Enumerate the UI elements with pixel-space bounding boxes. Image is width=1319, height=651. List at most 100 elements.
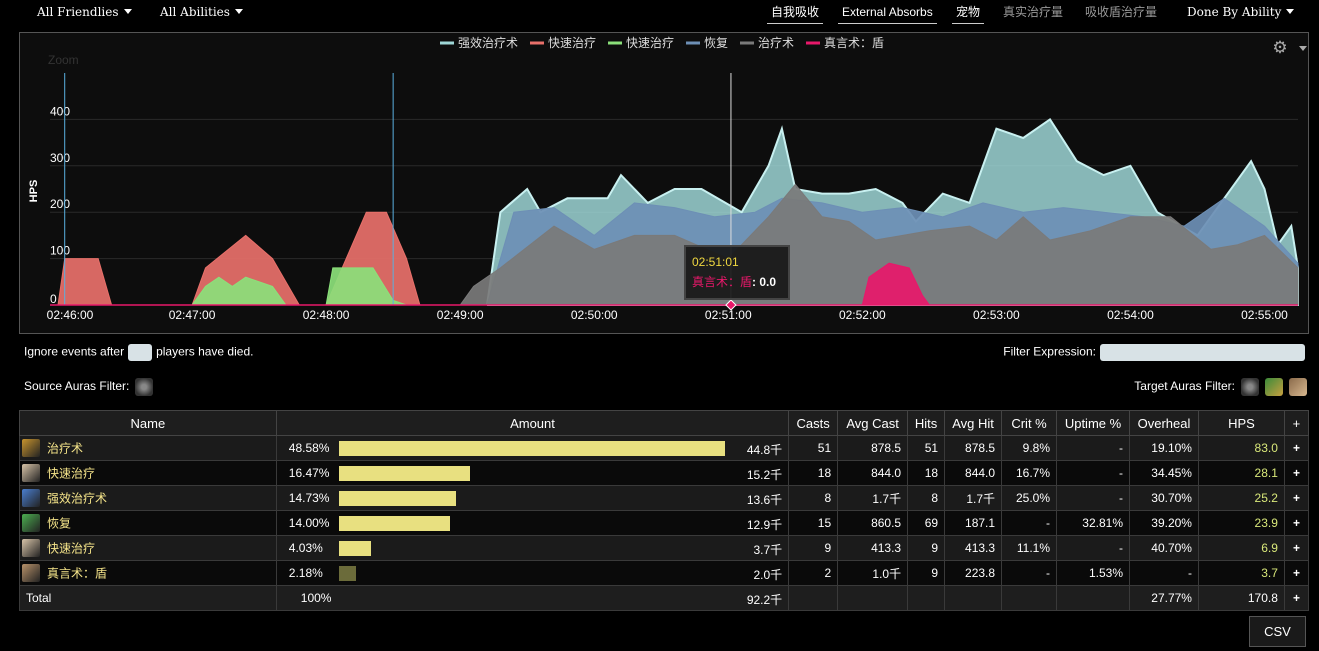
amount-percent: 14.73%	[288, 491, 330, 505]
empty-cell	[837, 585, 909, 611]
total-amount-cell: 100% 92.2千	[275, 585, 790, 611]
expand-row-button[interactable]: +	[1283, 535, 1310, 561]
gear-icon[interactable]: ⚙	[1272, 38, 1288, 57]
amount-cell: 14.73% 13.6千	[275, 485, 790, 511]
legend-item[interactable]: 恢复	[686, 36, 728, 50]
expand-row-button[interactable]: +	[1283, 485, 1310, 511]
expand-row-button[interactable]: +	[1283, 560, 1310, 586]
hps-cell: 25.2	[1197, 485, 1285, 511]
expand-row-button[interactable]: +	[1283, 460, 1310, 486]
top-bar: All Friendlies All Abilities 自我吸收 Extern…	[0, 0, 1319, 28]
table-row[interactable]: 快速治疗 4.03% 3.7千 9 413.3 9 413.3 11.1% -40.70% 6.9…	[19, 535, 1310, 561]
legend-item[interactable]: 快速治疗	[608, 36, 674, 50]
expand-row-button[interactable]: +	[1283, 510, 1310, 536]
tab-pets[interactable]: 宠物	[952, 4, 985, 24]
friendlies-dropdown[interactable]: All Friendlies	[37, 5, 132, 19]
ability-name[interactable]: 治疗术	[47, 441, 84, 456]
col-crit[interactable]: Crit %	[1001, 410, 1058, 436]
chevron-down-icon	[234, 9, 243, 14]
ability-name-cell[interactable]: 快速治疗	[19, 460, 277, 486]
aura-filter-icon[interactable]	[135, 378, 154, 396]
table-row[interactable]: 治疗术 48.58% 44.8千 51 878.5 51 878.5 9.8% -19.10% 8…	[19, 435, 1310, 461]
legend-label: 真言术：盾	[824, 36, 884, 50]
aura-filter-icon[interactable]	[1241, 378, 1259, 396]
abilities-dropdown[interactable]: All Abilities	[160, 5, 243, 19]
col-overheal[interactable]: Overheal	[1129, 410, 1199, 436]
ability-name[interactable]: 快速治疗	[47, 541, 96, 556]
source-auras-label: Source Auras Filter:	[24, 379, 130, 394]
source-auras-filter: Source Auras Filter:	[24, 378, 154, 396]
filter-expression: Filter Expression:	[1003, 344, 1305, 361]
avg-cast-cell: 1.0千	[837, 560, 909, 586]
done-by-dropdown[interactable]: Done By Ability	[1187, 5, 1295, 19]
chevron-down-icon[interactable]	[1299, 46, 1307, 51]
x-tick-label: 02:50:00	[571, 308, 618, 322]
death-count-input[interactable]	[128, 344, 153, 361]
filter-expression-input[interactable]	[1100, 344, 1305, 361]
table-row[interactable]: 强效治疗术 14.73% 13.6千 8 1.7千 8 1.7千 25.0% -30.70% 25…	[19, 485, 1310, 511]
avg-hit-cell: 1.7千	[944, 485, 1003, 511]
ability-name-cell[interactable]: 快速治疗	[19, 535, 277, 561]
tab-self-absorbs[interactable]: 自我吸收	[767, 4, 824, 24]
amount-cell: 4.03% 3.7千	[275, 535, 790, 561]
avg-cast-cell: 844.0	[837, 460, 909, 486]
chart-legend: 强效治疗术 快速治疗 快速治疗 恢复 治疗术 真言术：盾	[440, 35, 884, 50]
table-row[interactable]: 快速治疗 16.47% 15.2千 18 844.0 18 844.0 16.7% -34.45…	[19, 460, 1310, 486]
avg-hit-cell: 878.5	[944, 435, 1003, 461]
ability-name[interactable]: 真言术：盾	[47, 566, 108, 581]
hover-point[interactable]	[725, 299, 737, 311]
tab-true-healing[interactable]: 真实治疗量	[1003, 5, 1064, 19]
col-casts[interactable]: Casts	[788, 410, 839, 436]
col-avg-hit[interactable]: Avg Hit	[944, 410, 1003, 436]
col-expand[interactable]: +	[1283, 410, 1310, 436]
series-area	[459, 183, 1299, 306]
ignore-events-suffix: players have died.	[156, 344, 254, 359]
legend-item[interactable]: 治疗术	[740, 36, 794, 50]
crit-cell: 25.0%	[1001, 485, 1058, 511]
ability-name-cell[interactable]: 恢复	[19, 510, 277, 536]
legend-item[interactable]: 快速治疗	[530, 36, 596, 50]
total-amount: 92.2千	[746, 593, 783, 607]
avg-hit-cell: 413.3	[944, 535, 1003, 561]
empty-cell	[1001, 585, 1058, 611]
hps-chart[interactable]: 强效治疗术 快速治疗 快速治疗 恢复 治疗术 真言术：盾 Zoom 0 100 200 300 4…	[19, 32, 1309, 334]
ability-name-cell[interactable]: 治疗术	[19, 435, 277, 461]
uptime-cell: 1.53%	[1056, 560, 1130, 586]
ability-name[interactable]: 强效治疗术	[47, 491, 108, 506]
legend-item[interactable]: 真言术：盾	[806, 36, 884, 50]
overheal-cell: 19.10%	[1129, 435, 1199, 461]
ability-name[interactable]: 快速治疗	[47, 466, 96, 481]
chart-canvas[interactable]: 强效治疗术 快速治疗 快速治疗 恢复 治疗术 真言术：盾 Zoom 01002003004…	[20, 33, 1310, 335]
ability-name-cell[interactable]: 真言术：盾	[19, 560, 277, 586]
amount-percent: 2.18%	[288, 566, 323, 580]
col-hits[interactable]: Hits	[907, 410, 946, 436]
table-header: Name Amount Casts Avg Cast Hits Avg Hit …	[19, 410, 1310, 436]
ability-name-cell[interactable]: 强效治疗术	[19, 485, 277, 511]
tab-absorb-healing[interactable]: 吸收盾治疗量	[1085, 5, 1158, 19]
col-avg-cast[interactable]: Avg Cast	[837, 410, 909, 436]
hits-cell: 8	[907, 485, 946, 511]
hps-cell: 6.9	[1197, 535, 1285, 561]
table-row[interactable]: 恢复 14.00% 12.9千 15 860.5 69 187.1-32.81% 39.20%…	[19, 510, 1310, 536]
avg-cast-cell: 860.5	[837, 510, 909, 536]
col-hps[interactable]: HPS	[1197, 410, 1285, 436]
ability-table: Name Amount Casts Avg Cast Hits Avg Hit …	[19, 410, 1310, 611]
overheal-cell: 40.70%	[1129, 535, 1199, 561]
table-row[interactable]: 真言术：盾 2.18% 2.0千 2 1.0千 9 223.8-1.53% -3.7 +	[19, 560, 1310, 586]
amount-bar	[338, 566, 356, 581]
shield-aura-icon[interactable]	[1289, 378, 1307, 396]
col-amount[interactable]: Amount	[275, 410, 790, 436]
csv-export-button[interactable]: CSV	[1249, 616, 1306, 647]
legend-label: 快速治疗	[548, 36, 596, 50]
col-uptime[interactable]: Uptime %	[1056, 410, 1130, 436]
renew-aura-icon[interactable]	[1265, 378, 1283, 396]
overheal-cell: 39.20%	[1129, 510, 1199, 536]
expand-row-button[interactable]: +	[1283, 435, 1310, 461]
legend-item[interactable]: 强效治疗术	[440, 35, 518, 50]
ability-name[interactable]: 恢复	[47, 516, 72, 531]
x-tick-label: 02:53:00	[973, 308, 1020, 322]
expand-total-button[interactable]: +	[1283, 585, 1310, 611]
tab-external-absorbs[interactable]: External Absorbs	[838, 4, 937, 24]
col-name[interactable]: Name	[19, 410, 277, 436]
zoom-label[interactable]: Zoom	[48, 53, 79, 67]
